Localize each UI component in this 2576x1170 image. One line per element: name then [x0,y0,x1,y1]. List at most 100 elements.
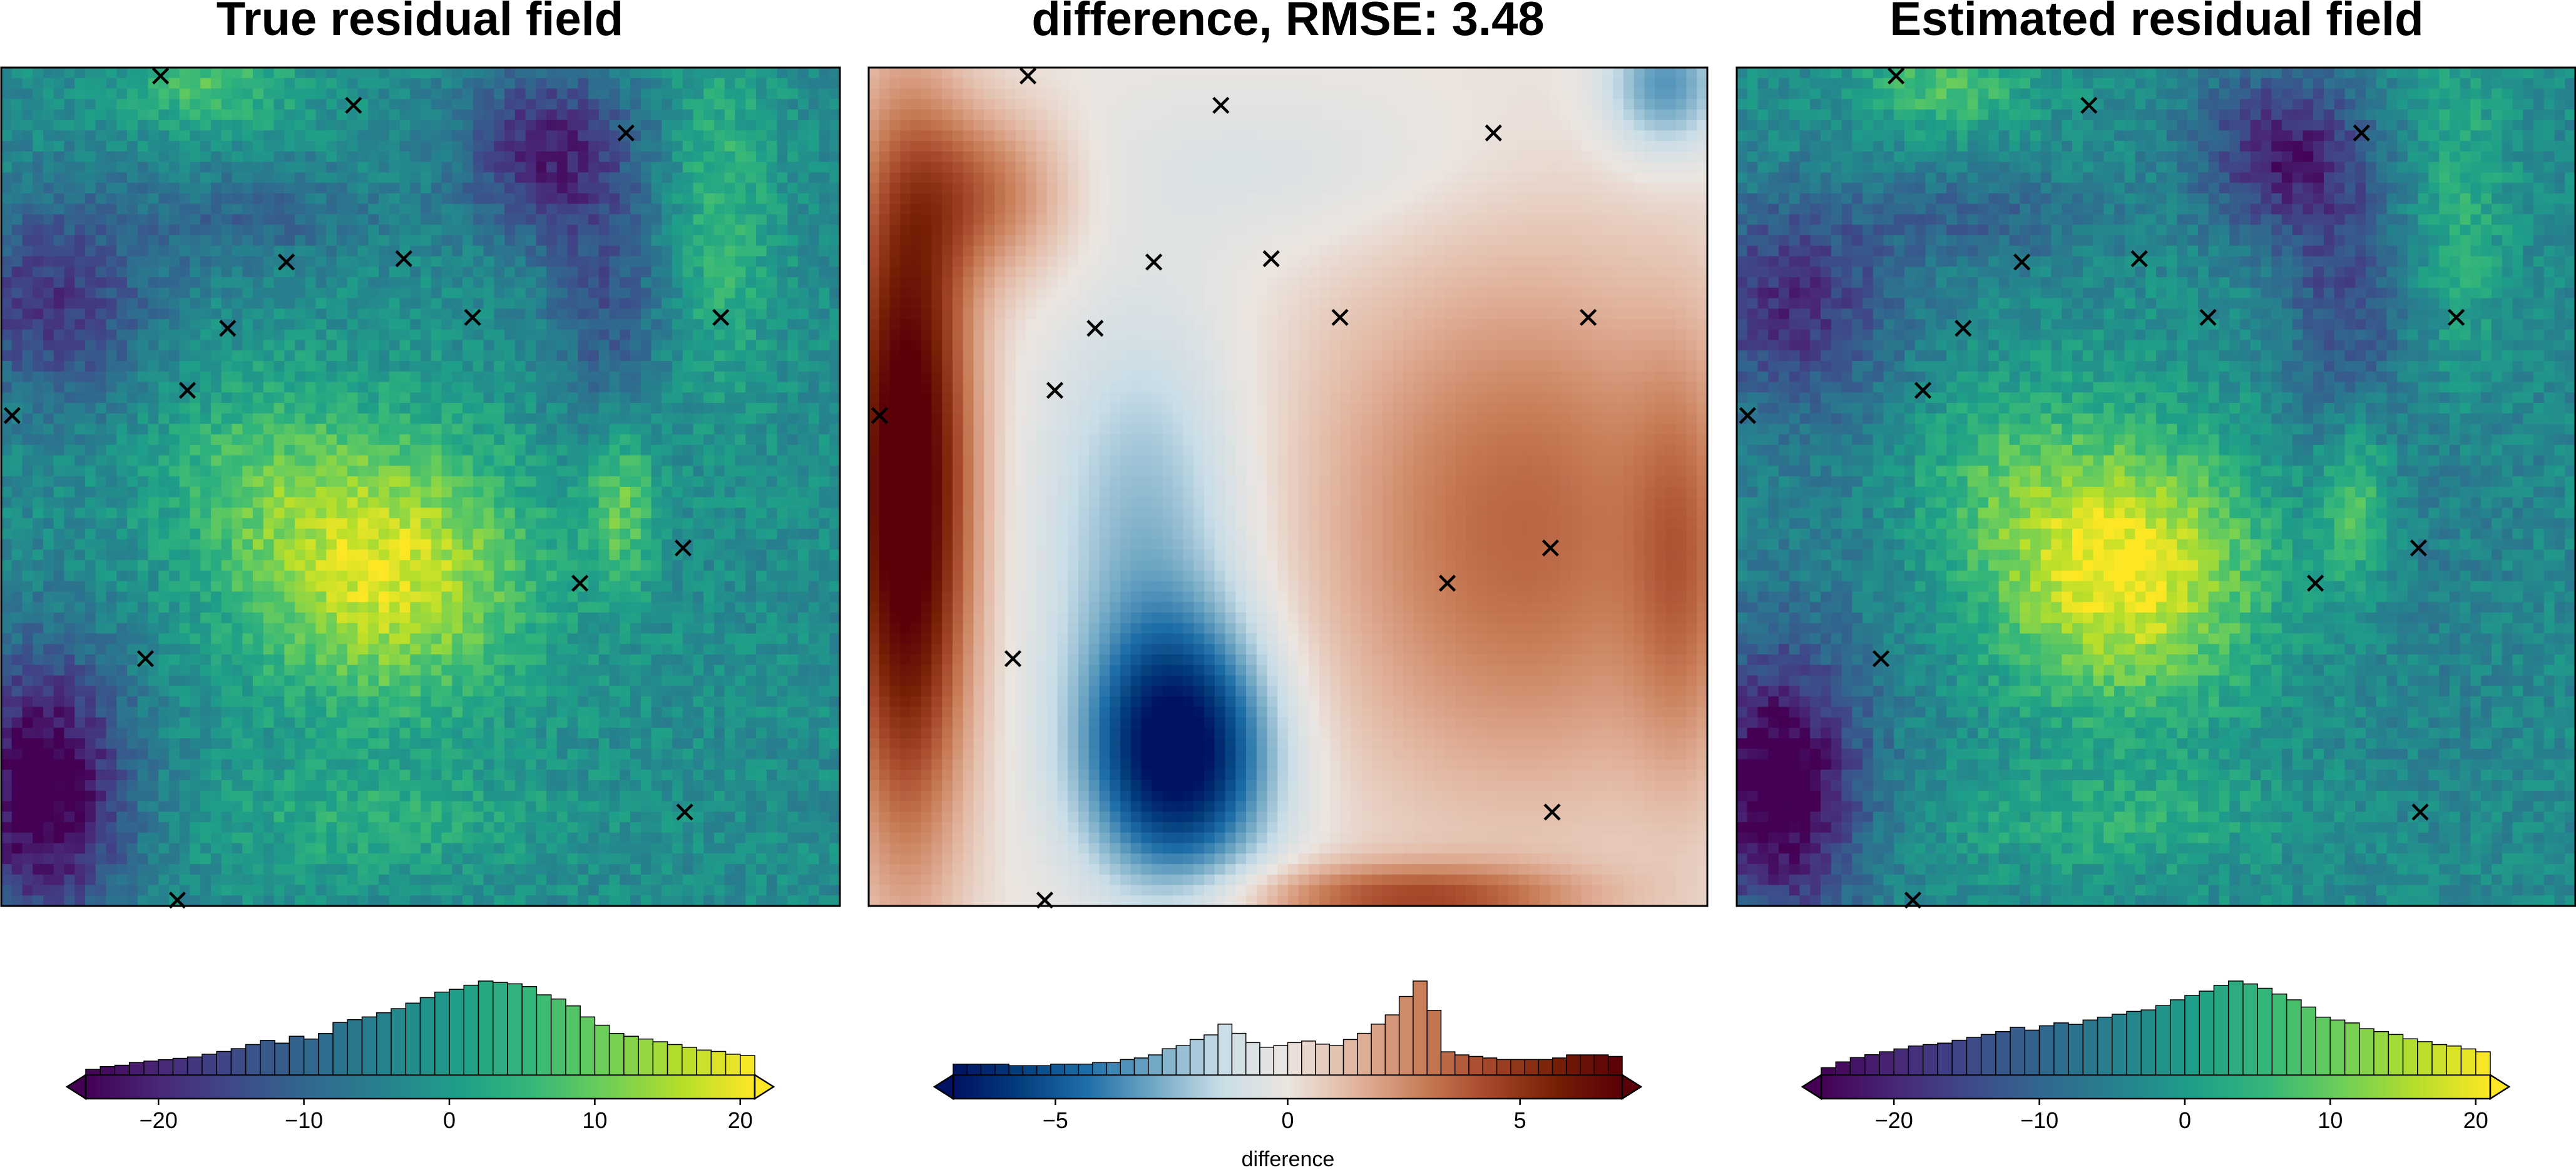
histogram-bar [1078,1064,1093,1076]
histogram-bar [143,1061,159,1076]
histogram-bar [2112,1014,2127,1076]
histogram-bar [1879,1051,1894,1076]
histogram-bar [289,1035,305,1076]
histogram-bar [1217,1024,1233,1076]
sample-point-marker [1036,892,1053,909]
histogram-bar [1342,1039,1358,1076]
map-frame [1735,66,2576,907]
sample-point-marker [2353,124,2370,142]
histogram-bar [1937,1042,1953,1076]
panel-estimated-residual: Estimated residual field −20 −10 0 10 20 [1735,0,2576,1133]
histogram-bar [1593,1054,1609,1076]
colorbar-tick-label: 10 [2318,1107,2343,1133]
sample-point-marker [1004,650,1022,668]
sample-point-marker [136,650,155,668]
histogram-bar [536,994,552,1076]
histogram-bar [1413,980,1428,1076]
histogram-bar [2388,1034,2404,1076]
histogram-bar [1189,1039,1205,1076]
histogram-bar [1440,1051,1456,1076]
colorbar-tick-label: 20 [2463,1107,2488,1133]
colorbar-tick-label: −10 [2020,1107,2058,1133]
histogram-bar [2475,1051,2491,1076]
sample-point-marker [2411,803,2429,821]
histogram-bar [376,1012,392,1076]
histogram-bar [478,980,494,1076]
heatmap [869,68,1708,907]
histogram-bar [463,984,479,1076]
histogram-bar [2010,1027,2026,1076]
sample-point-marker [1439,574,1456,592]
histogram-bar [966,1064,982,1076]
histogram-bar [1064,1064,1080,1076]
histogram-bar [667,1044,683,1076]
histogram-bar [2344,1022,2360,1076]
histogram-bar [85,1069,101,1076]
histogram-bar [638,1038,654,1076]
histogram-bar [303,1038,319,1076]
histogram-bar [652,1041,668,1076]
sample-point-marker [1580,308,1597,326]
histogram-bar [2140,1009,2157,1076]
colorbar-tick-label: 5 [1514,1107,1526,1133]
colorbar-tick-label: 0 [2179,1107,2191,1133]
map-frame [867,66,1709,907]
histogram-bar [1036,1065,1051,1076]
sample-point-marker [1020,67,1037,84]
sample-point-marker [2013,253,2031,271]
panel-title: True residual field [217,0,623,46]
colorbar [952,1074,1623,1100]
histogram-bar [1050,1064,1065,1076]
histogram-bar [1133,1057,1149,1076]
sample-point-marker [2410,539,2428,557]
histogram-bar [158,1059,174,1076]
histogram-bar [2417,1041,2433,1076]
histogram-bar [1995,1031,2011,1076]
histogram-bar [1922,1044,1938,1076]
histogram-bar [2213,985,2229,1076]
histogram-bar [2446,1045,2462,1076]
histogram-bar [2097,1016,2113,1076]
histogram-bar [172,1057,188,1076]
histogram-bar [332,1022,349,1076]
colorbar-high-triangle [754,1073,775,1101]
histogram-bar [1893,1048,1909,1076]
sample-point-marker [676,803,693,821]
histogram-bar [2053,1022,2069,1076]
panel-true-residual: True residual field −20 −10 0 10 20 [0,0,841,1133]
histogram-bar [1951,1039,1968,1076]
histogram-bar [1231,1032,1247,1076]
sample-point-marker [2448,308,2465,326]
histogram-bar [1398,995,1414,1076]
histogram-bar [1908,1045,1924,1076]
histogram-bar [2329,1019,2346,1076]
panel-title: difference, RMSE: 3.48 [1031,0,1544,46]
histogram-bar [1120,1059,1135,1076]
histogram-bar [1454,1054,1469,1076]
sample-point-marker [1739,407,1757,424]
sample-point-marker [1955,320,1972,337]
histogram-bar [1482,1057,1498,1076]
histogram-bar [594,1024,610,1076]
sample-point-marker [674,539,692,557]
colorbar-tick-label: −20 [140,1107,178,1133]
histogram-bar [1966,1037,1982,1076]
histogram-bar [565,1005,581,1076]
histogram-bar [1245,1042,1260,1076]
sample-point-marker [3,407,21,424]
colorbar-tick-label: 0 [1281,1107,1294,1133]
histogram-bar [623,1035,639,1076]
histogram-bar [1175,1045,1191,1076]
sample-point-marker [395,250,412,268]
histogram-bar [2184,995,2200,1076]
histogram-bar [2126,1010,2142,1076]
histogram-bar [2199,990,2215,1076]
histogram-bar [1864,1054,1880,1076]
sample-point-marker [571,574,589,592]
histogram-bar [1538,1059,1553,1076]
histogram-bar [1371,1024,1386,1076]
colorbar [84,1074,756,1100]
histogram-bar [1329,1045,1344,1076]
histogram-bar [2271,994,2287,1076]
